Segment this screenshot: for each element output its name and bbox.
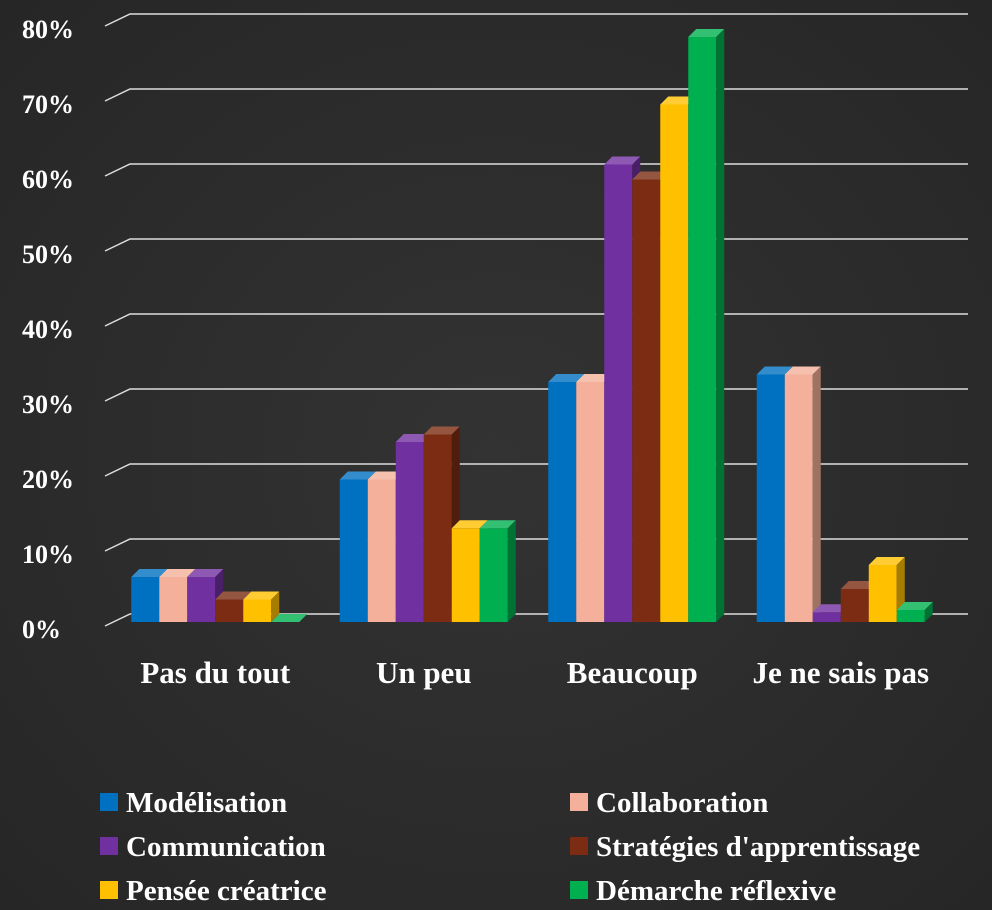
bar — [479, 520, 516, 622]
bar-top — [756, 366, 793, 375]
bar — [243, 591, 280, 622]
y-tick-label: 20% — [22, 465, 74, 494]
bar-top — [688, 29, 725, 37]
grid-line — [104, 163, 968, 177]
legend-label: Collaboration — [596, 787, 768, 819]
bar-top — [215, 591, 252, 600]
bar-front — [660, 104, 689, 622]
bar-side — [716, 29, 725, 622]
bar-front — [632, 179, 661, 622]
bar-top — [131, 569, 168, 577]
bar-side — [924, 602, 933, 622]
bar-side — [271, 591, 280, 622]
bar-top — [243, 591, 280, 600]
bar-top — [632, 171, 669, 180]
bar — [868, 557, 905, 622]
grid-line — [104, 388, 968, 402]
y-tick-label: 60% — [22, 165, 74, 194]
bar-top — [271, 614, 308, 622]
bar-top — [187, 569, 224, 577]
bar — [688, 29, 725, 622]
y-tick-label: 10% — [22, 540, 74, 569]
grid-line — [104, 88, 968, 102]
bar-front — [688, 37, 717, 622]
bar-front — [131, 577, 160, 622]
bar-front — [868, 565, 897, 622]
y-tick-label: 70% — [22, 90, 74, 119]
bar-front — [395, 442, 424, 622]
y-tick-label: 50% — [22, 240, 74, 269]
bar-top — [159, 569, 196, 577]
bar — [784, 366, 821, 622]
legend-swatch — [100, 837, 118, 855]
y-tick-label: 40% — [22, 315, 74, 344]
bar-front — [243, 599, 272, 622]
legend-label: Communication — [126, 831, 326, 863]
y-tick-label: 80% — [22, 15, 74, 44]
legend-label: Démarche réflexive — [596, 875, 836, 907]
legend-label: Modélisation — [126, 787, 287, 819]
legend-label: Pensée créatrice — [126, 875, 327, 907]
bar-side — [507, 520, 516, 622]
grid-line — [104, 463, 968, 477]
x-tick-label: Pas du tout — [140, 655, 291, 690]
legend-swatch — [570, 837, 588, 855]
legend-label: Stratégies d'apprentissage — [596, 831, 920, 863]
bar-front — [604, 164, 633, 622]
bar-side — [812, 366, 821, 622]
y-tick-label: 0% — [22, 615, 61, 644]
bar-top — [896, 602, 933, 610]
bar-front — [479, 528, 508, 622]
bar-front — [756, 374, 785, 622]
bar-top — [367, 471, 404, 480]
bar-front — [187, 577, 216, 622]
legend-swatch — [100, 881, 118, 899]
x-tick-label: Un peu — [375, 655, 472, 690]
grid-line — [104, 238, 968, 252]
bar-top — [840, 581, 877, 589]
bar-front — [840, 589, 869, 622]
legend-swatch — [100, 793, 118, 811]
bar-front — [896, 610, 925, 622]
bar-front — [159, 577, 188, 622]
bar-front — [215, 599, 244, 622]
bar-top — [868, 557, 905, 565]
legend-swatch — [570, 881, 588, 899]
bar-front — [576, 382, 605, 622]
grid-line — [104, 313, 968, 327]
bar-front — [423, 434, 452, 622]
bar-top — [604, 156, 641, 165]
bar-front — [784, 374, 813, 622]
bar-top — [479, 520, 516, 529]
bar — [187, 569, 224, 622]
grid-line — [104, 538, 968, 552]
bar-front — [548, 382, 577, 622]
bar-top — [576, 374, 613, 382]
bar-front — [367, 479, 396, 622]
bar-top — [395, 434, 432, 442]
bar-top — [339, 471, 376, 480]
bar-front — [451, 528, 480, 622]
bar-front — [812, 612, 841, 622]
x-tick-label: Je ne sais pas — [752, 655, 930, 690]
bar-front — [339, 479, 368, 622]
bar-top — [451, 520, 488, 529]
bar-top — [423, 426, 460, 435]
y-tick-label: 30% — [22, 390, 74, 419]
bar-top — [812, 604, 849, 613]
grid-line — [104, 13, 968, 27]
bar-top — [548, 374, 585, 382]
legend-swatch — [570, 793, 588, 811]
bar-top — [660, 96, 697, 105]
bar-top — [784, 366, 821, 375]
bar — [271, 614, 308, 622]
x-tick-label: Beaucoup — [566, 655, 698, 690]
bar — [896, 602, 933, 622]
